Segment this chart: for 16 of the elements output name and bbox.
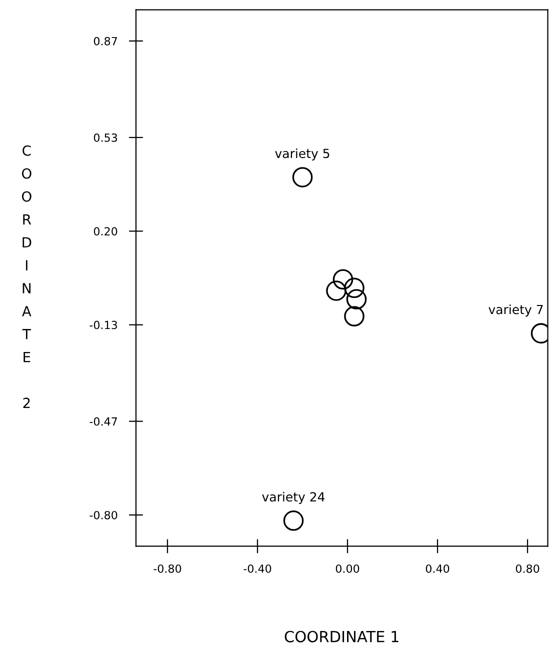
x-tick-label: -0.80 [154,564,182,573]
y-tick-label: 0.87 [94,36,117,46]
text: COORDINATE 2 [22,145,32,408]
annotation: variety 24 [262,492,325,504]
x-tick-label: 0.40 [426,564,450,573]
y-tick-label: -0.80 [90,510,118,520]
x-axis-title: COORDINATE 1 [284,630,398,642]
y-tick-label: 0.20 [94,227,118,236]
x-tick-label: -0.40 [244,564,272,573]
x-tick-label: 0.80 [516,564,540,573]
annotation: variety 7 [488,304,543,317]
y-tick-label: 0.53 [94,133,118,142]
y-tick-label: -0.13 [90,320,118,330]
annotation: variety 5 [275,148,330,161]
x-tick-label: 0.00 [336,564,360,573]
y-tick-label: -0.47 [90,417,117,426]
